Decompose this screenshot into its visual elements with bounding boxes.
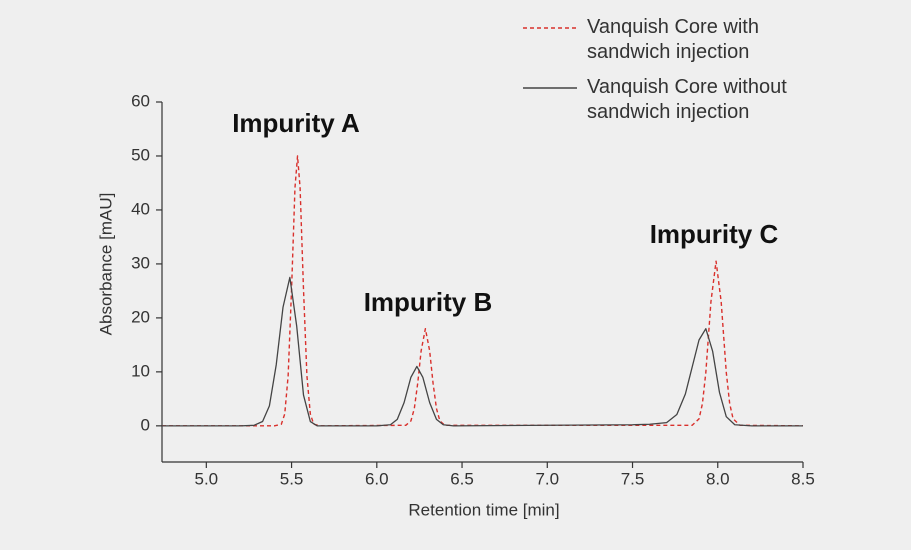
annotation: Impurity B (364, 287, 493, 317)
x-tick-label: 8.0 (706, 469, 730, 488)
x-tick-label: 7.5 (621, 469, 645, 488)
x-tick-label: 5.0 (195, 469, 219, 488)
y-tick-label: 20 (131, 307, 150, 326)
x-axis-title: Retention time [min] (408, 500, 559, 519)
x-tick-label: 8.5 (791, 469, 815, 488)
x-tick-label: 6.5 (450, 469, 474, 488)
x-tick-label: 5.5 (280, 469, 304, 488)
legend-label: Vanquish Core without sandwich injection (587, 76, 787, 123)
y-tick-label: 50 (131, 145, 150, 164)
y-tick-label: 10 (131, 361, 150, 380)
y-tick-label: 40 (131, 199, 150, 218)
legend-label: Vanquish Core with sandwich injection (587, 16, 759, 63)
series-line (162, 276, 803, 427)
y-tick-label: 60 (131, 91, 150, 110)
y-tick-label: 30 (131, 253, 150, 272)
annotation: Impurity C (650, 219, 779, 249)
annotation: Impurity A (232, 108, 360, 138)
y-tick-label: 0 (141, 415, 150, 434)
x-tick-label: 7.0 (535, 469, 559, 488)
x-tick-label: 6.0 (365, 469, 389, 488)
y-axis-title: Absorbance [mAU] (96, 193, 115, 336)
series-line (162, 155, 804, 427)
